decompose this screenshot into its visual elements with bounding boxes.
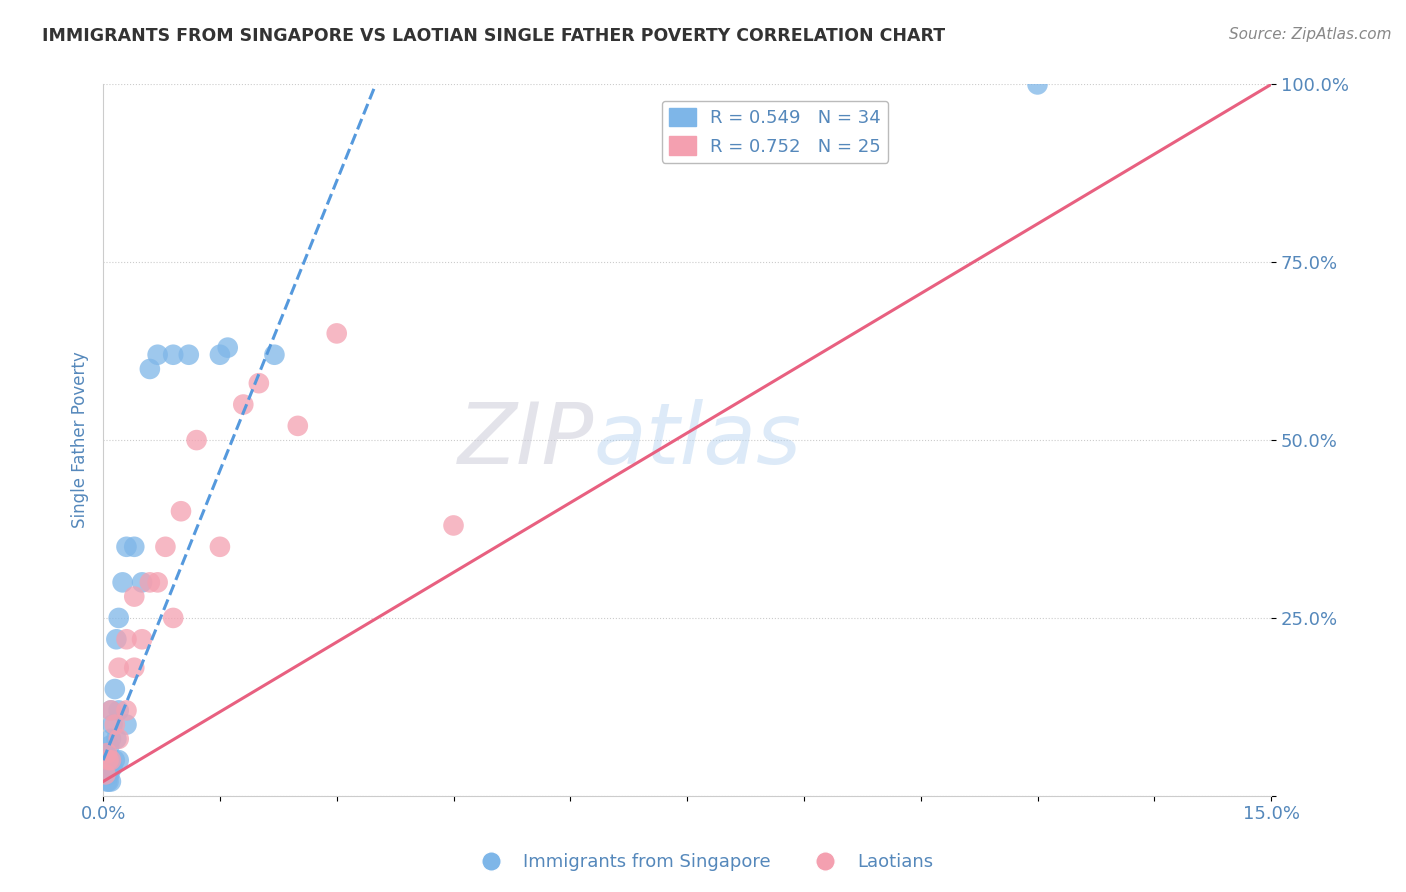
Point [100, 703, 122, 717]
Point [208, 348, 231, 362]
Point [115, 717, 138, 731]
Point [94, 767, 117, 781]
Point [100, 753, 122, 767]
Point [100, 731, 122, 746]
Point [100, 753, 122, 767]
Legend: R = 0.549   N = 34, R = 0.752   N = 25: R = 0.549 N = 34, R = 0.752 N = 25 [662, 101, 889, 162]
Point [124, 590, 146, 604]
Point [325, 326, 347, 341]
Point [124, 661, 146, 675]
Point [98, 767, 121, 781]
Text: Source: ZipAtlas.com: Source: ZipAtlas.com [1229, 27, 1392, 42]
Point [162, 348, 184, 362]
Y-axis label: Single Father Poverty: Single Father Poverty [72, 351, 89, 528]
Point [97, 753, 120, 767]
Point [100, 774, 122, 789]
Text: ZIP: ZIP [457, 399, 593, 482]
Point [104, 681, 127, 696]
Point [170, 504, 193, 518]
Point [107, 661, 129, 675]
Point [96, 746, 118, 760]
Point [139, 575, 162, 590]
Point [124, 540, 146, 554]
Point [177, 348, 200, 362]
Point [287, 418, 309, 433]
Point [115, 703, 138, 717]
Point [232, 398, 254, 412]
Point [131, 575, 153, 590]
Point [146, 348, 169, 362]
Point [96, 774, 118, 789]
Point [105, 632, 128, 647]
Point [186, 433, 208, 447]
Point [131, 632, 153, 647]
Point [104, 753, 127, 767]
Point [263, 348, 285, 362]
Text: atlas: atlas [593, 399, 801, 482]
Point [97, 760, 120, 774]
Point [107, 753, 129, 767]
Point [443, 518, 465, 533]
Point [107, 731, 129, 746]
Point [94, 767, 117, 781]
Point [100, 703, 122, 717]
Point [97, 774, 120, 789]
Point [208, 540, 231, 554]
Point [101, 717, 124, 731]
Legend: Immigrants from Singapore, Laotians: Immigrants from Singapore, Laotians [465, 847, 941, 879]
Point [146, 575, 169, 590]
Point [107, 611, 129, 625]
Text: IMMIGRANTS FROM SINGAPORE VS LAOTIAN SINGLE FATHER POVERTY CORRELATION CHART: IMMIGRANTS FROM SINGAPORE VS LAOTIAN SIN… [42, 27, 945, 45]
Point [96, 753, 118, 767]
Point [101, 760, 124, 774]
Point [247, 376, 270, 391]
Point [94, 746, 117, 760]
Point [162, 611, 184, 625]
Point [139, 362, 162, 376]
Point [217, 341, 239, 355]
Point [155, 540, 177, 554]
Point [107, 703, 129, 717]
Point [115, 540, 138, 554]
Point [1026, 78, 1049, 92]
Point [104, 717, 127, 731]
Point [98, 739, 121, 753]
Point [105, 731, 128, 746]
Point [111, 575, 134, 590]
Point [115, 632, 138, 647]
